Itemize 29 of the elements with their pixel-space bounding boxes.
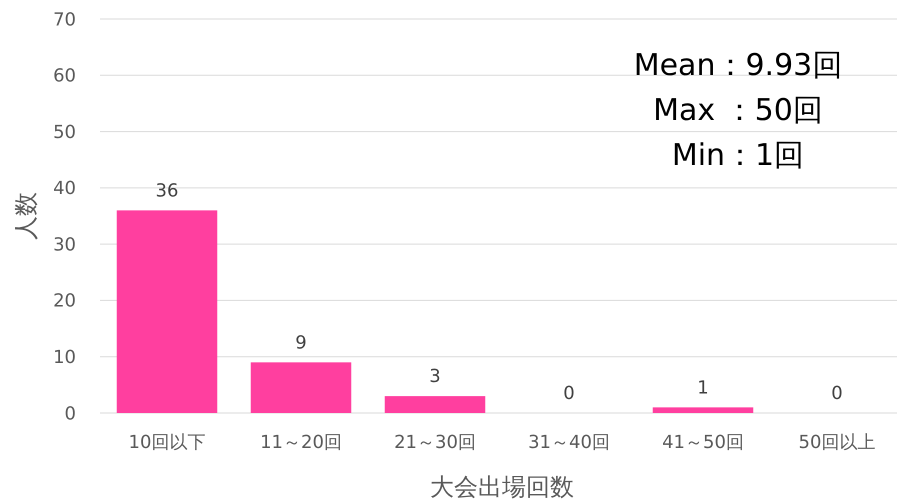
y-tick-label: 20 xyxy=(53,290,76,312)
data-label: 0 xyxy=(831,383,843,404)
x-tick-label: 10回以下 xyxy=(128,432,206,453)
x-tick-label: 50回以上 xyxy=(798,432,876,453)
x-tick-label: 31～40回 xyxy=(528,432,610,453)
y-tick-label: 70 xyxy=(53,9,76,30)
y-tick-label: 60 xyxy=(53,66,76,87)
y-axis-title: 人数 xyxy=(12,192,40,240)
annotation: Min：1回 xyxy=(672,138,804,173)
annotation: Max ：50回 xyxy=(653,93,823,128)
bar xyxy=(384,396,486,413)
x-tick-label: 41～50回 xyxy=(662,432,744,453)
bar xyxy=(250,362,352,413)
data-label: 1 xyxy=(697,377,709,398)
bar xyxy=(652,407,754,413)
y-tick-label: 30 xyxy=(53,234,76,256)
y-tick-label: 0 xyxy=(64,403,76,424)
y-tick-label: 50 xyxy=(53,122,76,143)
x-tick-label: 21～30回 xyxy=(394,432,476,453)
data-label: 3 xyxy=(429,366,441,388)
data-label: 36 xyxy=(156,180,178,202)
y-tick-label: 40 xyxy=(53,178,76,200)
data-label: 9 xyxy=(295,332,307,354)
annotation: Mean：9.93回 xyxy=(634,48,842,83)
x-tick-label: 11～20回 xyxy=(260,432,342,453)
y-tick-label: 10 xyxy=(53,347,76,368)
data-label: 0 xyxy=(563,383,575,404)
x-axis-title: 大会出場回数 xyxy=(430,473,574,501)
bar xyxy=(116,210,218,413)
